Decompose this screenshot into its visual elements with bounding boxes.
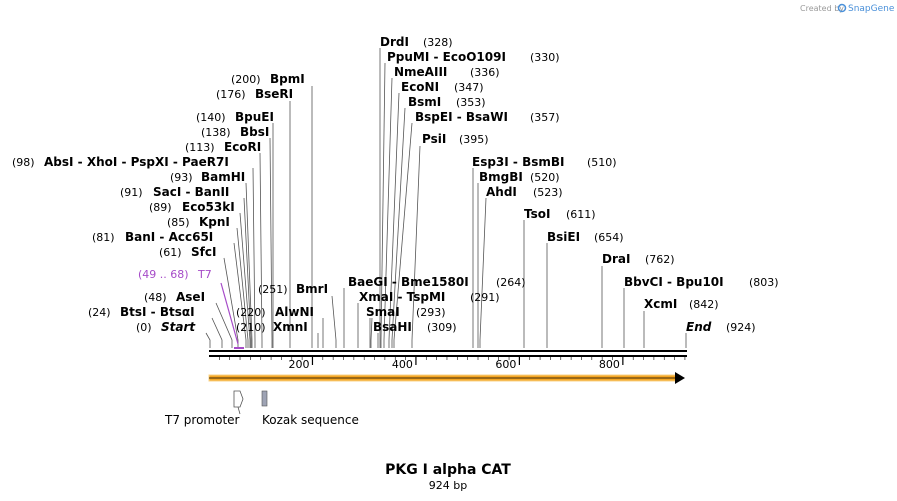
primer-range: (49 .. 68) (138, 268, 189, 281)
site-label[interactable]: BbsI (240, 125, 269, 139)
axis-tick-label: 400 (392, 358, 413, 371)
site-label[interactable]: PsiI (422, 132, 446, 146)
site-label[interactable]: XmaI - TspMI (359, 290, 445, 304)
site-pos: (81) (92, 231, 115, 244)
site-label[interactable]: BmrI (296, 282, 328, 296)
credit-brand[interactable]: SnapGene (848, 4, 895, 14)
site-label[interactable]: SmaI (366, 305, 400, 319)
credit-prefix: Created by (800, 4, 844, 13)
site-pos: (98) (12, 156, 35, 169)
sequence-title: PKG I alpha CAT (385, 462, 511, 478)
site-label[interactable]: BanI - Acc65I (125, 230, 213, 244)
axis-tick-label: 600 (495, 358, 516, 371)
site-label[interactable]: BsaHI (373, 320, 412, 334)
orf-arrow[interactable] (208, 372, 685, 384)
t7-promoter-feature[interactable] (233, 390, 244, 415)
site-label[interactable]: AhdI (486, 185, 517, 199)
sequence-backbone (209, 350, 687, 357)
site-label[interactable]: BspEI - BsaWI (415, 110, 508, 124)
site-label[interactable]: NmeAIII (394, 65, 447, 79)
site-label[interactable]: BsmI (408, 95, 441, 109)
site-pos: (328) (423, 36, 453, 49)
site-pos: (762) (645, 253, 675, 266)
site-pos: (523) (533, 186, 563, 199)
site-pos: (138) (201, 126, 231, 139)
site-pos: (264) (496, 276, 526, 289)
axis-tick-label: 200 (288, 358, 309, 371)
site-label[interactable]: BpuEI (235, 110, 274, 124)
site-pos: (924) (726, 321, 756, 334)
snapgene-logo-icon (837, 3, 847, 13)
primer-label: (49 .. 68) T7 (138, 268, 212, 281)
site-pos: (654) (594, 231, 624, 244)
site-label[interactable]: Eco53kI (182, 200, 235, 214)
feature-label-t7-promoter: T7 promoter (164, 413, 240, 427)
site-label[interactable]: BsiEI (547, 230, 580, 244)
site-label[interactable]: EcoNI (401, 80, 439, 94)
site-pos: (353) (456, 96, 486, 109)
site-label[interactable]: XmnI (273, 320, 308, 334)
site-label[interactable]: BpmI (270, 72, 305, 86)
site-labels: (328) DrdI (330) PpuMI - EcoO109I (336) … (12, 35, 779, 334)
site-label[interactable]: AseI (176, 290, 205, 304)
site-pos: (330) (530, 51, 560, 64)
site-pos: (176) (216, 88, 246, 101)
sequence-length: 924 bp (429, 479, 467, 492)
site-label[interactable]: XcmI (644, 297, 677, 311)
primer-name: T7 (197, 268, 212, 281)
axis-ticks: 200 400 600 800 (219, 357, 686, 371)
site-label[interactable]: TsoI (524, 207, 550, 221)
site-pos: (347) (454, 81, 484, 94)
primer-t7[interactable] (220, 282, 244, 349)
site-pos: (510) (587, 156, 617, 169)
site-label[interactable]: BbvCI - Bpu10I (624, 275, 724, 289)
site-pos: (520) (530, 171, 560, 184)
site-label[interactable]: BaeGI - Bme1580I (348, 275, 469, 289)
site-pos: (611) (566, 208, 596, 221)
site-connectors (205, 48, 687, 348)
site-pos: (293) (416, 306, 446, 319)
site-label[interactable]: Esp3I - BsmBI (472, 155, 564, 169)
site-label[interactable]: BamHI (201, 170, 245, 184)
site-label[interactable]: BseRI (255, 87, 293, 101)
site-pos: (61) (159, 246, 182, 259)
feature-label-kozak: Kozak sequence (262, 413, 359, 427)
site-pos: (89) (149, 201, 172, 214)
site-pos: (48) (144, 291, 167, 304)
site-label[interactable]: AbsI - XhoI - PspXI - PaeR7I (44, 155, 229, 169)
site-pos: (140) (196, 111, 226, 124)
site-pos: (200) (231, 73, 261, 86)
site-pos: (357) (530, 111, 560, 124)
site-pos: (0) (136, 321, 152, 334)
site-pos: (291) (470, 291, 500, 304)
site-label[interactable]: EcoRI (224, 140, 261, 154)
kozak-sequence-feature[interactable] (261, 390, 268, 407)
site-label[interactable]: DrdI (380, 35, 409, 49)
site-pos: (842) (689, 298, 719, 311)
site-label[interactable]: BtsI - BtsαI (120, 305, 195, 319)
site-label[interactable]: BmgBI (479, 170, 523, 184)
site-pos: (803) (749, 276, 779, 289)
site-pos: (113) (185, 141, 215, 154)
site-pos: (91) (120, 186, 143, 199)
site-pos: (251) (258, 283, 288, 296)
site-label[interactable]: AlwNI (275, 305, 314, 319)
axis-tick-label: 800 (599, 358, 620, 371)
site-label[interactable]: SacI - BanII (153, 185, 229, 199)
site-pos: (220) (236, 306, 266, 319)
site-label-end[interactable]: End (686, 320, 712, 334)
site-pos: (309) (427, 321, 457, 334)
site-pos: (85) (167, 216, 190, 229)
site-pos: (395) (459, 133, 489, 146)
site-label-start[interactable]: Start (161, 320, 196, 334)
site-label[interactable]: DraI (602, 252, 630, 266)
site-label[interactable]: PpuMI - EcoO109I (387, 50, 506, 64)
site-pos: (210) (236, 321, 266, 334)
site-pos: (336) (470, 66, 500, 79)
site-pos: (93) (170, 171, 193, 184)
site-label[interactable]: KpnI (199, 215, 230, 229)
site-pos: (24) (88, 306, 111, 319)
site-label[interactable]: SfcI (191, 245, 216, 259)
